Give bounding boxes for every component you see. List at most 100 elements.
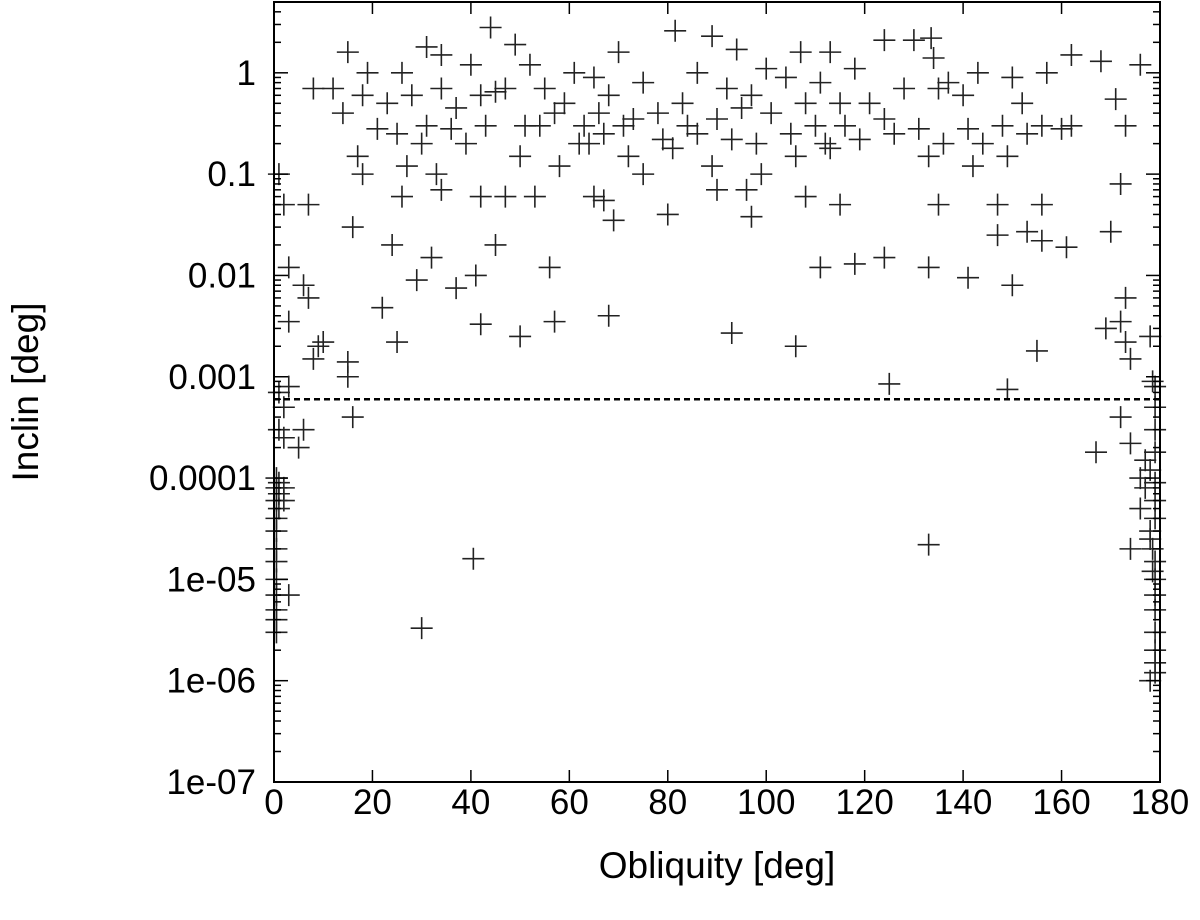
- data-point: [920, 27, 943, 50]
- data-point: [1016, 122, 1039, 145]
- data-point: [386, 331, 409, 354]
- data-point: [533, 77, 556, 100]
- data-point: [961, 155, 984, 178]
- data-point: [819, 41, 842, 64]
- data-point: [819, 137, 842, 160]
- data-point: [415, 114, 438, 137]
- data-point: [1119, 537, 1142, 560]
- data-point: [1129, 497, 1152, 520]
- data-point: [1001, 274, 1024, 297]
- data-point: [425, 163, 448, 186]
- data-point: [1035, 61, 1058, 84]
- data-point: [410, 617, 433, 640]
- data-point: [543, 310, 566, 333]
- data-point: [735, 178, 758, 201]
- data-point: [509, 145, 532, 168]
- data-point: [484, 80, 507, 103]
- data-point: [302, 77, 325, 100]
- data-point: [1030, 114, 1053, 137]
- data-point: [745, 132, 768, 155]
- axis-ticks: 0 20 40 60 80 100 120 140 160 180 1e-07 1e-06 1e-05 0…: [149, 1, 1189, 822]
- data-point: [755, 57, 778, 80]
- data-point: [1016, 220, 1039, 243]
- data-point: [440, 117, 463, 140]
- y-tick-label: 1e-05: [166, 560, 256, 599]
- x-tick-label: 80: [648, 783, 687, 822]
- x-tick-label: 40: [451, 783, 490, 822]
- data-point: [1089, 50, 1112, 73]
- data-point: [996, 378, 1019, 401]
- y-tick-label: 0.001: [168, 358, 256, 397]
- data-point: [858, 92, 881, 115]
- data-point: [986, 224, 1009, 247]
- data-point: [573, 114, 596, 137]
- data-point: [351, 163, 374, 186]
- data-point: [829, 92, 852, 115]
- data-point: [701, 25, 724, 48]
- data-point: [410, 132, 433, 155]
- data-point: [1060, 114, 1083, 137]
- y-tick-label: 0.01: [188, 256, 256, 295]
- data-point: [927, 77, 950, 100]
- data-point: [843, 57, 866, 80]
- data-point: [902, 29, 925, 52]
- data-point: [927, 193, 950, 216]
- data-point: [538, 256, 561, 279]
- data-point: [760, 102, 783, 125]
- data-point: [725, 38, 748, 61]
- data-point: [386, 122, 409, 145]
- y-tick-label: 1e-06: [166, 662, 256, 701]
- data-point: [341, 406, 364, 429]
- data-point: [582, 185, 605, 208]
- x-tick-label: 140: [934, 783, 992, 822]
- data-point: [829, 193, 852, 216]
- data-point: [873, 108, 896, 131]
- data-point: [922, 47, 945, 70]
- data-point: [518, 53, 541, 76]
- data-point: [833, 114, 856, 137]
- data-point: [592, 122, 615, 145]
- data-point: [1001, 66, 1024, 89]
- data-point: [494, 77, 517, 100]
- data-point: [996, 145, 1019, 168]
- data-point: [917, 533, 940, 556]
- data-point: [405, 269, 428, 292]
- data-point: [612, 114, 635, 137]
- data-point: [720, 322, 743, 345]
- data-point: [307, 335, 330, 358]
- data-point: [1109, 406, 1132, 429]
- data-point: [701, 155, 724, 178]
- y-tick-label: 0.0001: [149, 459, 256, 498]
- data-point: [843, 252, 866, 275]
- data-point: [1119, 432, 1142, 455]
- x-tick-label: 120: [835, 783, 893, 822]
- data-point: [277, 375, 300, 398]
- data-point: [1025, 339, 1048, 362]
- data-point: [504, 33, 527, 56]
- data-point: [484, 233, 507, 256]
- y-tick-label: 0.1: [207, 155, 256, 194]
- data-point: [873, 246, 896, 269]
- data-point: [784, 145, 807, 168]
- data-point: [1139, 325, 1162, 348]
- data-point: [1114, 331, 1137, 354]
- data-point: [1134, 476, 1157, 499]
- data-point: [528, 114, 551, 137]
- data-point: [592, 189, 615, 212]
- data-point: [1094, 317, 1117, 340]
- data-point: [848, 128, 871, 151]
- data-point: [597, 84, 620, 107]
- data-point: [415, 35, 438, 58]
- data-point: [459, 53, 482, 76]
- data-point: [664, 19, 687, 42]
- x-tick-label: 60: [550, 783, 589, 822]
- data-point: [804, 114, 827, 137]
- data-point: [390, 61, 413, 84]
- data-point: [292, 274, 315, 297]
- data-point: [651, 128, 674, 151]
- y-axis-label: Inclin [deg]: [5, 303, 46, 482]
- data-point: [331, 102, 354, 125]
- data-point: [794, 92, 817, 115]
- data-point: [1144, 441, 1167, 464]
